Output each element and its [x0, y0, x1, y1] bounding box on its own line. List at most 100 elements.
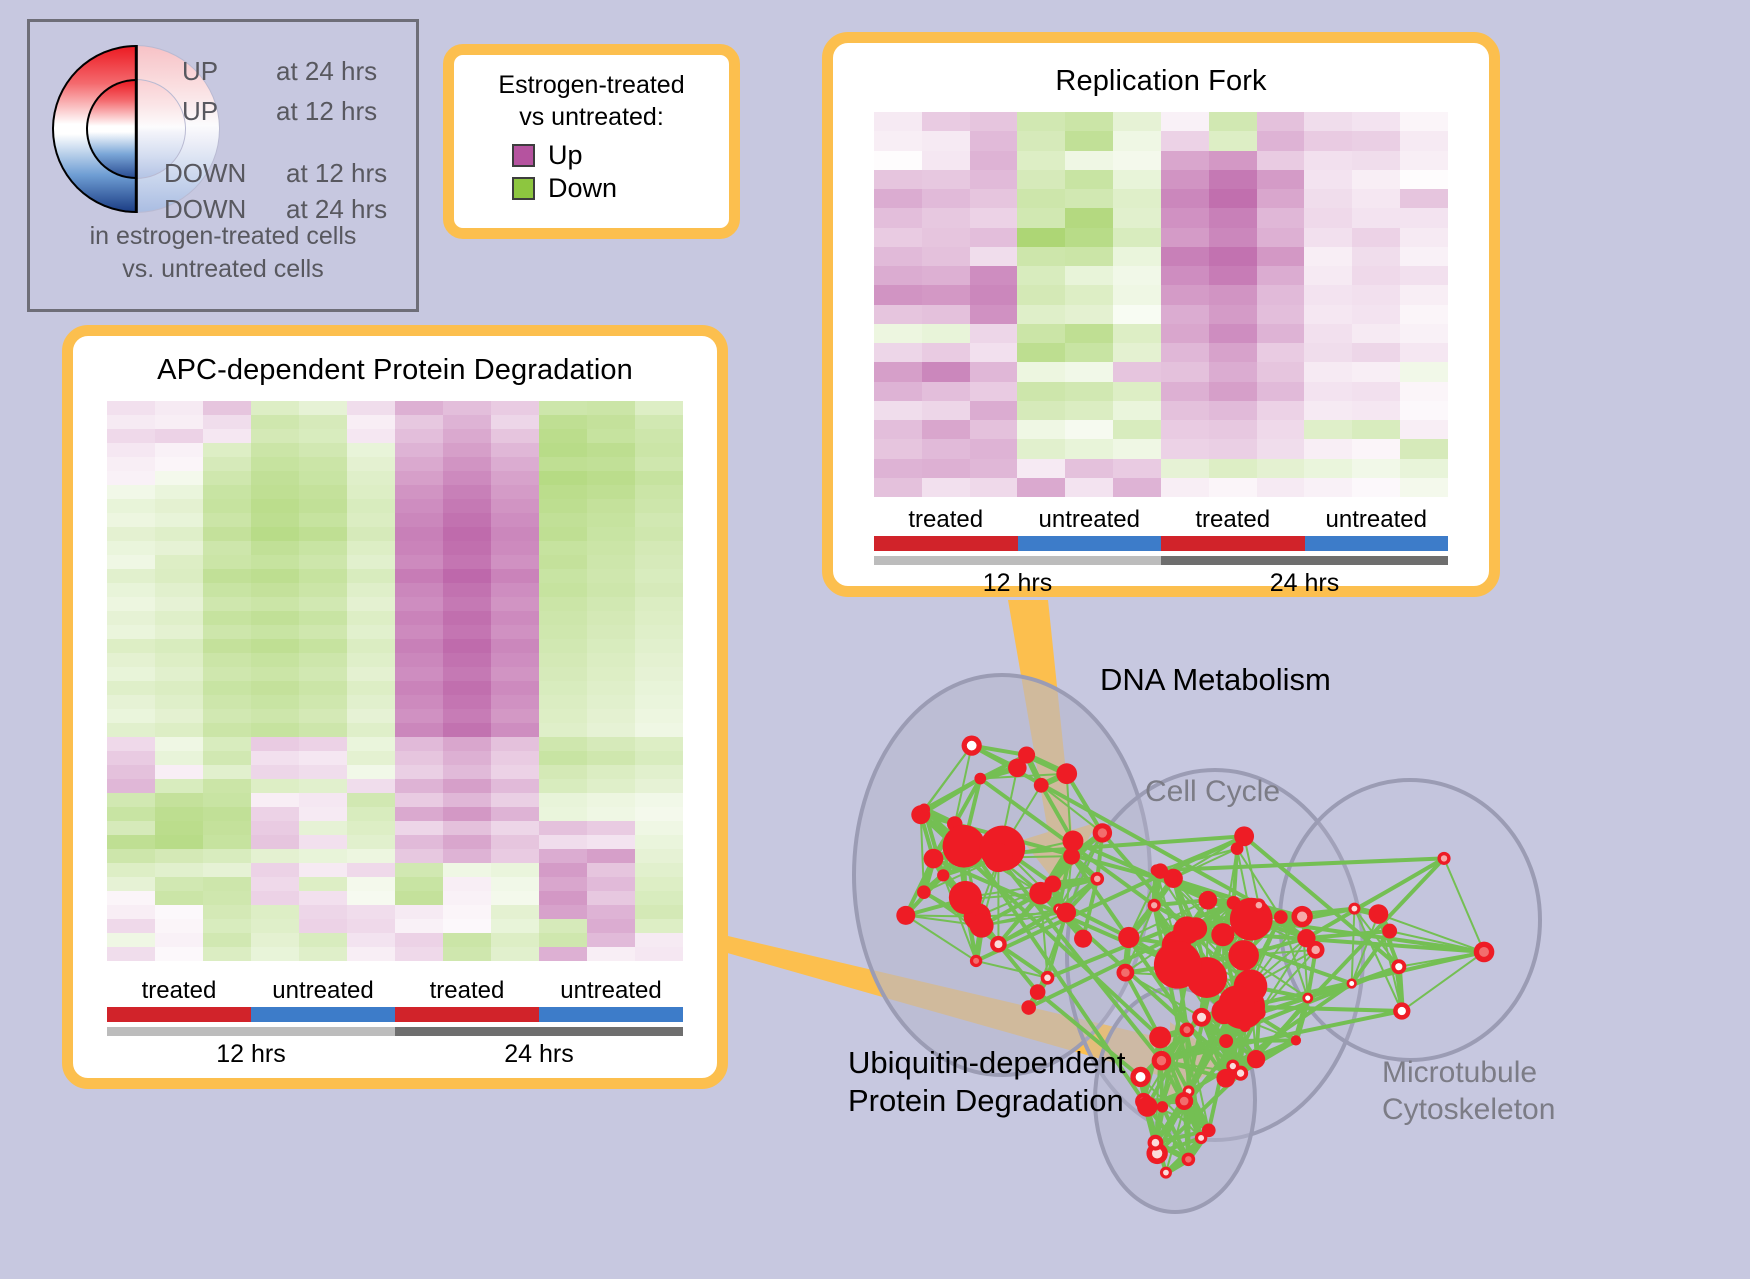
heatmap-cell: [1352, 458, 1401, 478]
network-node[interactable]: [1228, 940, 1259, 971]
network-node[interactable]: [1348, 902, 1361, 915]
network-node[interactable]: [969, 913, 994, 938]
network-node[interactable]: [1137, 1096, 1158, 1117]
network-node[interactable]: [1062, 830, 1084, 852]
network-node[interactable]: [1473, 941, 1495, 963]
network-node[interactable]: [974, 772, 987, 785]
network-node[interactable]: [983, 843, 1013, 873]
network-node[interactable]: [1393, 1002, 1411, 1020]
network-node[interactable]: [1147, 1134, 1164, 1151]
network-node[interactable]: [1437, 851, 1451, 865]
heatmap-cell: [251, 569, 299, 583]
heatmap-cell: [491, 863, 539, 877]
network-node[interactable]: [1218, 985, 1255, 1022]
network-node[interactable]: [1090, 872, 1105, 886]
network-node[interactable]: [1201, 1123, 1216, 1138]
heatmap-cell: [155, 401, 203, 415]
legend-time-up-12: at 12 hrs: [276, 96, 378, 126]
network-node[interactable]: [1229, 897, 1273, 941]
heatmap-cell: [635, 401, 683, 415]
network-node[interactable]: [1368, 904, 1389, 924]
heatmap-cell: [491, 499, 539, 513]
network-node[interactable]: [1297, 929, 1316, 948]
network-node[interactable]: [1290, 1035, 1302, 1046]
heatmap-cell: [1352, 323, 1401, 343]
network-node[interactable]: [949, 884, 980, 915]
network-node-outer: [1201, 1123, 1216, 1138]
network-node[interactable]: [918, 803, 931, 816]
network-node[interactable]: [1346, 978, 1357, 989]
network-node[interactable]: [1173, 916, 1201, 945]
heatmap-cell: [1017, 439, 1066, 459]
network-node[interactable]: [942, 824, 986, 868]
network-node[interactable]: [1216, 1068, 1236, 1088]
network-node[interactable]: [1149, 1026, 1172, 1049]
network-node[interactable]: [1391, 959, 1407, 975]
heatmap-cell: [635, 429, 683, 443]
network-node[interactable]: [1147, 898, 1161, 912]
network-node[interactable]: [990, 935, 1007, 953]
network-node[interactable]: [1234, 826, 1255, 847]
heatmap-cell: [921, 112, 970, 132]
network-node[interactable]: [1181, 1152, 1196, 1167]
network-node[interactable]: [896, 905, 916, 925]
network-node[interactable]: [1291, 905, 1313, 928]
heatmap-cell: [299, 625, 347, 639]
network-node[interactable]: [1021, 1000, 1036, 1015]
heatmap-cell: [1065, 189, 1114, 209]
network-node[interactable]: [969, 954, 983, 968]
heatmap-cell: [203, 597, 251, 611]
network-node[interactable]: [923, 848, 944, 869]
network-node[interactable]: [1044, 875, 1062, 893]
network-node[interactable]: [1159, 1166, 1172, 1179]
network-node[interactable]: [1179, 1022, 1195, 1038]
network-node[interactable]: [1246, 1050, 1266, 1069]
network-node[interactable]: [1092, 823, 1113, 843]
network-node-outer: [942, 824, 986, 868]
heatmap-cell: [107, 933, 155, 947]
network-node[interactable]: [1192, 1007, 1211, 1027]
network-node[interactable]: [1116, 963, 1135, 982]
network-node[interactable]: [1211, 923, 1235, 947]
network-node[interactable]: [1130, 1066, 1151, 1088]
heatmap-cell: [299, 723, 347, 737]
network-node[interactable]: [1056, 902, 1077, 923]
network-node[interactable]: [1156, 1101, 1169, 1113]
heatmap-cell: [1304, 323, 1353, 343]
cluster-label-microtubule-line-2: Cytoskeleton: [1382, 1092, 1556, 1126]
network-node[interactable]: [1040, 970, 1055, 985]
network-node[interactable]: [1008, 758, 1027, 778]
network-node[interactable]: [1033, 777, 1049, 793]
network-node[interactable]: [1226, 1059, 1240, 1073]
network-node[interactable]: [1018, 746, 1036, 764]
network-node[interactable]: [1175, 1092, 1194, 1111]
heatmap-cell: [1352, 169, 1401, 189]
network-node[interactable]: [1074, 929, 1093, 948]
network-node[interactable]: [1150, 864, 1163, 877]
network-node[interactable]: [1163, 868, 1183, 888]
network-node[interactable]: [1302, 992, 1314, 1004]
heatmap-cell: [921, 131, 970, 151]
legend-item-up-label: Up: [548, 140, 583, 170]
network-node[interactable]: [961, 735, 982, 756]
network-node[interactable]: [1198, 890, 1218, 910]
network-node[interactable]: [1153, 940, 1202, 989]
network-node[interactable]: [1029, 984, 1046, 1000]
network-node[interactable]: [1382, 923, 1398, 939]
heatmap-cell: [1352, 208, 1401, 228]
network-node[interactable]: [1219, 1034, 1234, 1049]
heatmap-cell: [251, 723, 299, 737]
network-node[interactable]: [1056, 763, 1078, 785]
network-node[interactable]: [917, 885, 931, 900]
network-node[interactable]: [1151, 1050, 1172, 1071]
heatmap-cell: [347, 919, 395, 933]
heatmap-cell: [395, 499, 443, 513]
legend-box-title-line-2: vs untreated:: [519, 103, 664, 131]
network-node[interactable]: [1118, 926, 1140, 949]
network-node[interactable]: [1252, 898, 1266, 912]
network-node[interactable]: [937, 869, 950, 882]
heatmap-cell: [635, 891, 683, 905]
network-node[interactable]: [1273, 910, 1288, 924]
network-node[interactable]: [1063, 847, 1081, 865]
heatmap-cell: [251, 597, 299, 611]
